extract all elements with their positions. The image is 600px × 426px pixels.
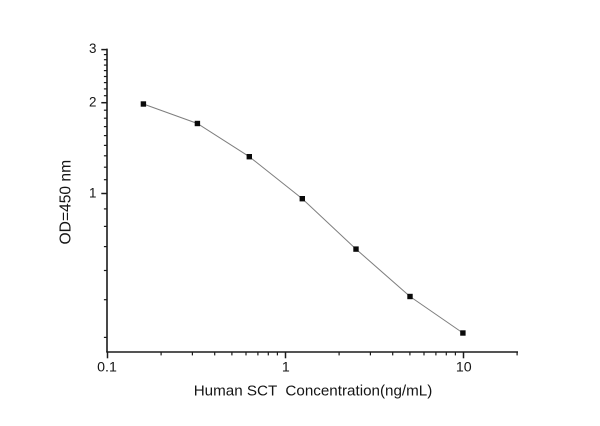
svg-text:OD=450 nm: OD=450 nm (58, 160, 75, 245)
svg-text:2: 2 (89, 95, 96, 110)
svg-text:1: 1 (282, 360, 290, 376)
svg-text:1: 1 (89, 185, 96, 200)
svg-text:Human SCT Concentration(ng/mL: Human SCT Concentration(ng/mL) (194, 382, 433, 399)
svg-text:10: 10 (456, 360, 472, 376)
svg-text:0.1: 0.1 (97, 360, 117, 376)
svg-text:3: 3 (89, 41, 96, 56)
